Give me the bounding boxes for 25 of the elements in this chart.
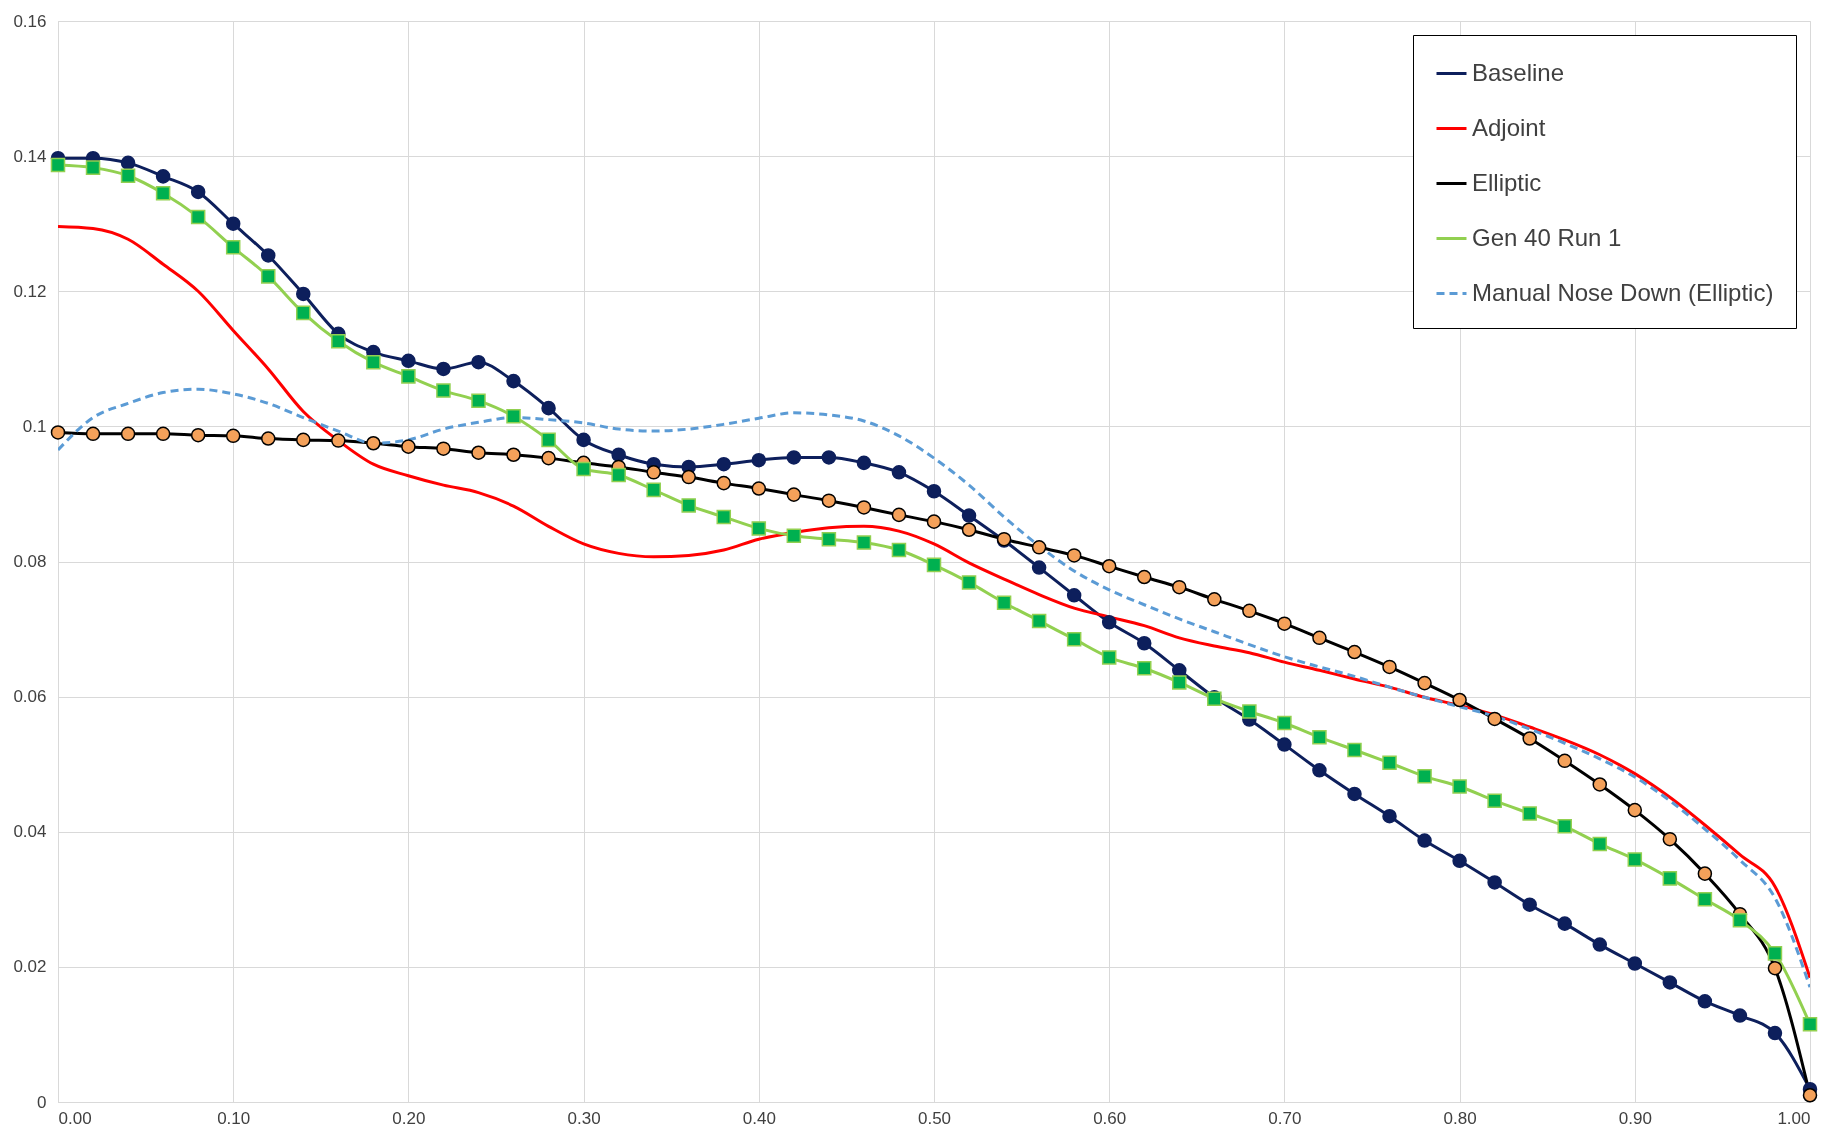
x-tick-label: 0.30 bbox=[567, 1108, 601, 1128]
x-tick-label: 0.50 bbox=[917, 1108, 952, 1128]
x-tick-label: 0.40 bbox=[742, 1108, 776, 1128]
x-tick-label: 0.10 bbox=[217, 1108, 251, 1128]
legend-label: Gen 40 Run 1 bbox=[1472, 223, 1622, 251]
y-tick-label: 0.02 bbox=[13, 957, 47, 977]
x-tick-label: 0.20 bbox=[392, 1108, 426, 1128]
y-tick-label: 0.14 bbox=[13, 146, 47, 166]
y-tick-label: 0.06 bbox=[13, 687, 47, 707]
x-tick-label: 0.60 bbox=[1093, 1108, 1127, 1128]
legend-label: Elliptic bbox=[1472, 168, 1542, 196]
y-tick-label: 0.1 bbox=[22, 416, 47, 436]
legend-label: Adjoint bbox=[1472, 113, 1546, 141]
x-tick-label: 0.90 bbox=[1618, 1108, 1652, 1128]
legend-label: Baseline bbox=[1472, 58, 1565, 86]
y-tick-label: 0.08 bbox=[13, 552, 47, 571]
x-tick-label: 0.80 bbox=[1443, 1108, 1477, 1128]
x-tick-label: 0.70 bbox=[1268, 1108, 1302, 1128]
y-tick-label: 0.04 bbox=[13, 822, 47, 842]
y-tick-label: 0.12 bbox=[13, 281, 47, 301]
y-tick-label: 0 bbox=[37, 1092, 47, 1112]
legend-label: Manual Nose Down (Elliptic) bbox=[1472, 278, 1774, 306]
x-tick-label: 1.00 bbox=[1777, 1108, 1811, 1128]
x-tick-label: 0.00 bbox=[58, 1108, 92, 1128]
y-tick-label: 0.16 bbox=[13, 11, 47, 31]
